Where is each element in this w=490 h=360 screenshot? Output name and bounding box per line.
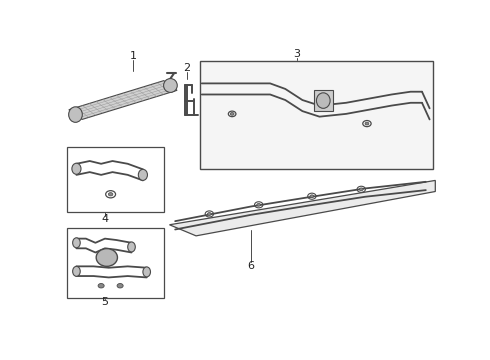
Ellipse shape — [73, 266, 80, 276]
Bar — [67, 147, 164, 212]
Ellipse shape — [73, 238, 80, 248]
Ellipse shape — [108, 193, 113, 196]
Polygon shape — [69, 81, 177, 120]
Bar — [200, 61, 434, 169]
Bar — [67, 228, 164, 298]
Text: 4: 4 — [101, 214, 108, 224]
Polygon shape — [170, 180, 435, 236]
Ellipse shape — [365, 122, 369, 125]
Ellipse shape — [257, 203, 261, 206]
Ellipse shape — [69, 107, 82, 122]
Text: 5: 5 — [101, 297, 108, 307]
Ellipse shape — [143, 267, 150, 277]
Bar — [314, 90, 333, 111]
Ellipse shape — [128, 242, 135, 252]
Ellipse shape — [72, 163, 81, 174]
Ellipse shape — [317, 93, 330, 108]
Ellipse shape — [230, 112, 234, 115]
Ellipse shape — [359, 188, 363, 191]
Ellipse shape — [96, 249, 118, 266]
Ellipse shape — [164, 78, 177, 93]
Ellipse shape — [117, 284, 123, 288]
Text: 6: 6 — [247, 261, 255, 271]
Ellipse shape — [138, 169, 147, 180]
Text: 1: 1 — [130, 51, 137, 61]
Ellipse shape — [98, 284, 104, 288]
Ellipse shape — [207, 212, 211, 215]
Ellipse shape — [310, 195, 314, 198]
Text: 2: 2 — [183, 63, 190, 73]
Text: 3: 3 — [293, 49, 300, 59]
